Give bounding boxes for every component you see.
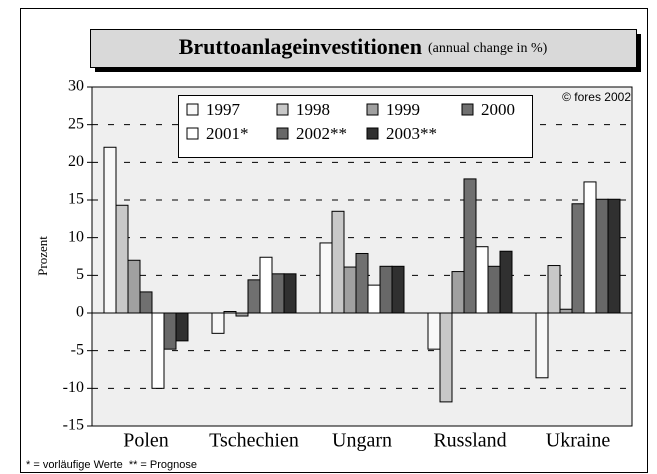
legend-swatch	[186, 127, 199, 140]
x-tick-label: Polen	[123, 430, 169, 452]
x-tick-label: Tschechien	[209, 430, 299, 452]
plot-border	[91, 86, 633, 427]
y-axis-label: Prozent	[35, 236, 50, 276]
bar	[451, 271, 465, 314]
legend-items: 1997 1998 1999 2000 2001* 2002** 2003**	[186, 100, 515, 143]
bar	[175, 312, 189, 342]
legend-swatch	[366, 103, 379, 116]
y-tick-label: -10	[63, 379, 84, 396]
bar	[151, 312, 165, 389]
bar	[103, 146, 117, 314]
bar	[535, 312, 549, 379]
bar	[115, 204, 129, 314]
title-group: Bruttoanlageinvestitionen (annual change …	[179, 34, 548, 59]
bar	[439, 312, 453, 403]
bar	[391, 265, 405, 314]
legend-label: 2001*	[206, 124, 249, 143]
bar	[559, 308, 573, 314]
legend-swatch	[276, 103, 289, 116]
annotation: © fores 2002	[562, 90, 631, 104]
y-tick-label: 15	[68, 191, 84, 208]
footnote: * = vorläufige Werte ** = Prognose	[26, 459, 197, 471]
bar	[331, 210, 345, 314]
bar	[247, 279, 261, 314]
bar	[163, 312, 177, 350]
bar	[367, 284, 381, 314]
legend-label: 2000	[481, 100, 515, 119]
bar	[211, 312, 225, 334]
x-tick-label: Ukraine	[546, 430, 611, 452]
bar	[571, 203, 585, 314]
legend-swatch	[366, 127, 379, 140]
bar	[583, 181, 597, 314]
bar	[283, 273, 297, 314]
chart-subtitle: (annual change in %)	[428, 41, 548, 56]
y-tick-label: 5	[76, 266, 84, 283]
y-tick-label: -5	[71, 341, 84, 358]
y-tick-label: 30	[68, 78, 84, 95]
bars	[92, 146, 632, 403]
bar	[547, 265, 561, 314]
legend-label: 1998	[296, 100, 330, 119]
legend-label: 1997	[206, 100, 241, 119]
legend-label: 1999	[386, 100, 420, 119]
y-tick-label: 10	[68, 228, 84, 245]
bar	[427, 312, 441, 350]
legend-label: 2003**	[386, 124, 437, 143]
bar	[607, 198, 621, 314]
chart-title: Bruttoanlageinvestitionen	[179, 34, 422, 59]
bar	[379, 265, 393, 314]
bar	[271, 273, 285, 314]
bar	[343, 266, 357, 314]
x-tick-label: Russland	[433, 430, 506, 452]
bar	[463, 178, 477, 314]
bar	[487, 265, 501, 314]
y-tick-label: -15	[63, 417, 84, 434]
legend-swatch	[276, 127, 289, 140]
bar	[475, 246, 489, 314]
bar	[355, 252, 369, 314]
bar	[127, 259, 141, 314]
title-box	[90, 29, 637, 68]
bar	[595, 198, 609, 314]
legend-swatch	[461, 103, 474, 116]
y-tick-label: 0	[76, 304, 84, 321]
bar	[139, 291, 153, 314]
y-tick-label: 25	[68, 115, 84, 132]
x-tick-label: Ungarn	[332, 430, 392, 452]
bar	[259, 256, 273, 314]
bar	[499, 250, 513, 314]
legend-label: 2002**	[296, 124, 347, 143]
y-tick-label: 20	[68, 153, 84, 170]
legend-swatch	[186, 103, 199, 116]
bar	[319, 242, 333, 314]
